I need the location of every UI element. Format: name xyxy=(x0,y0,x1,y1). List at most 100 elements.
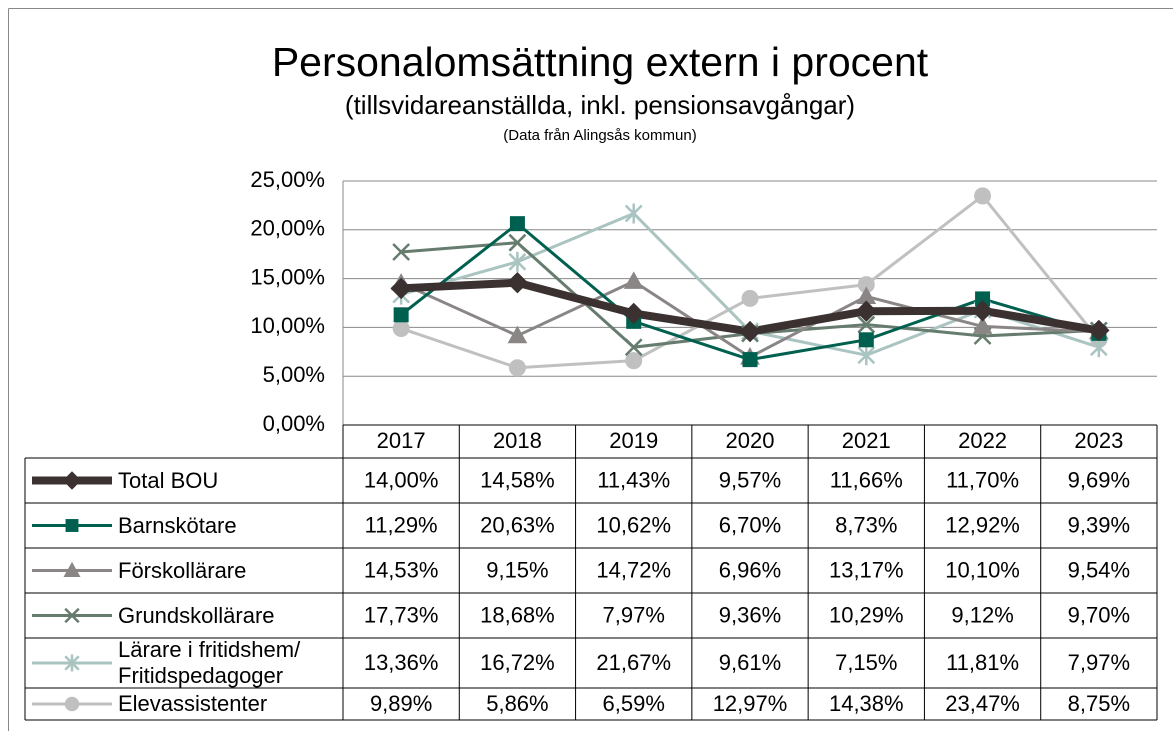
table-value: 16,72% xyxy=(480,650,555,675)
marker xyxy=(623,271,644,289)
chart-title: Personalomsättning extern i procent xyxy=(272,39,929,85)
table-value: 8,75% xyxy=(1068,691,1130,716)
table-value: 9,54% xyxy=(1068,557,1130,582)
legend-label: Total BOU xyxy=(118,467,219,493)
table-value: 11,43% xyxy=(597,467,670,492)
legend-label: Barnskötare xyxy=(118,512,237,538)
x-tick-label: 2020 xyxy=(726,428,775,453)
table-value: 7,97% xyxy=(1068,650,1130,675)
marker-shape xyxy=(624,203,643,224)
table-value: 11,66% xyxy=(830,467,903,492)
marker-shape xyxy=(64,654,80,672)
marker-shape xyxy=(508,233,527,252)
marker xyxy=(1088,319,1110,342)
marker xyxy=(509,216,525,232)
chart-source: (Data från Alingsås kommun) xyxy=(503,127,696,144)
table-value: 12,92% xyxy=(945,512,1020,537)
table-value: 18,68% xyxy=(480,602,555,627)
legend-label: Förskollärare xyxy=(118,557,247,583)
marker xyxy=(64,654,80,672)
marker-shape xyxy=(393,307,409,323)
marker xyxy=(623,302,645,325)
table-value: 9,89% xyxy=(370,691,432,716)
table-value: 20,63% xyxy=(480,512,555,537)
marker-shape xyxy=(507,325,528,344)
y-tick-label: 25,00% xyxy=(250,167,325,192)
marker-shape xyxy=(858,332,874,348)
y-tick-label: 15,00% xyxy=(250,264,325,289)
marker-shape xyxy=(64,696,80,712)
table-value: 8,73% xyxy=(835,512,897,537)
marker-shape xyxy=(971,300,994,322)
table-value: 9,70% xyxy=(1068,602,1130,627)
marker xyxy=(508,359,526,377)
marker-shape xyxy=(63,561,81,577)
table-value: 12,97% xyxy=(713,691,788,716)
marker-shape xyxy=(392,319,410,337)
marker xyxy=(624,338,643,357)
table-value: 9,39% xyxy=(1068,512,1130,537)
marker-shape xyxy=(508,359,526,377)
table-value: 14,00% xyxy=(364,467,439,492)
table-value: 17,73% xyxy=(364,602,439,627)
table-value: 11,81% xyxy=(946,650,1019,675)
marker-shape xyxy=(857,345,876,366)
marker-shape xyxy=(625,352,643,370)
table-value: 6,59% xyxy=(603,691,665,716)
table-value: 9,57% xyxy=(719,467,781,492)
table-value: 9,36% xyxy=(719,602,781,627)
marker xyxy=(508,251,527,272)
marker xyxy=(855,300,877,322)
marker xyxy=(739,320,761,343)
marker xyxy=(971,300,994,322)
marker-shape xyxy=(65,519,79,532)
marker xyxy=(625,352,643,370)
table-value: 11,70% xyxy=(946,467,1019,492)
marker-shape xyxy=(855,300,877,322)
table-value: 11,29% xyxy=(365,512,438,537)
table-value: 6,70% xyxy=(719,512,781,537)
table-value: 14,58% xyxy=(480,467,555,492)
table-value: 23,47% xyxy=(945,691,1020,716)
marker-shape xyxy=(624,338,643,357)
marker xyxy=(393,307,409,323)
y-tick-label: 20,00% xyxy=(250,216,325,241)
marker xyxy=(64,696,80,712)
table-value: 9,15% xyxy=(486,557,548,582)
table-value: 10,29% xyxy=(829,602,904,627)
marker xyxy=(63,561,81,577)
chart-subtitle: (tillsvidareanställda, inkl. pensionsavg… xyxy=(345,90,855,120)
y-tick-label: 0,00% xyxy=(263,411,325,436)
marker xyxy=(742,352,758,368)
marker xyxy=(972,316,993,334)
marker-shape xyxy=(508,251,527,272)
y-tick-label: 10,00% xyxy=(250,313,325,338)
table-value: 9,61% xyxy=(719,650,781,675)
marker-shape xyxy=(1088,319,1110,342)
table-value: 9,12% xyxy=(951,602,1013,627)
marker xyxy=(390,277,412,300)
table-value: 7,15% xyxy=(835,650,897,675)
marker xyxy=(974,187,992,205)
marker xyxy=(62,471,82,490)
marker-shape xyxy=(62,471,82,490)
marker xyxy=(857,345,876,366)
marker xyxy=(506,271,529,294)
marker xyxy=(741,289,759,307)
x-tick-label: 2018 xyxy=(493,428,542,453)
x-tick-label: 2017 xyxy=(377,428,426,453)
table-value: 21,67% xyxy=(596,650,671,675)
x-tick-label: 2023 xyxy=(1074,428,1123,453)
marker-shape xyxy=(392,243,411,261)
marker xyxy=(392,319,410,337)
marker-shape xyxy=(974,187,992,205)
marker-shape xyxy=(739,320,761,343)
marker-shape xyxy=(390,277,412,300)
marker-shape xyxy=(506,271,529,294)
table-value: 14,72% xyxy=(596,557,671,582)
y-tick-label: 5,00% xyxy=(263,362,325,387)
legend-label: Lärare i fritidshem/ Fritidspedagoger xyxy=(118,637,301,688)
marker xyxy=(65,519,79,532)
